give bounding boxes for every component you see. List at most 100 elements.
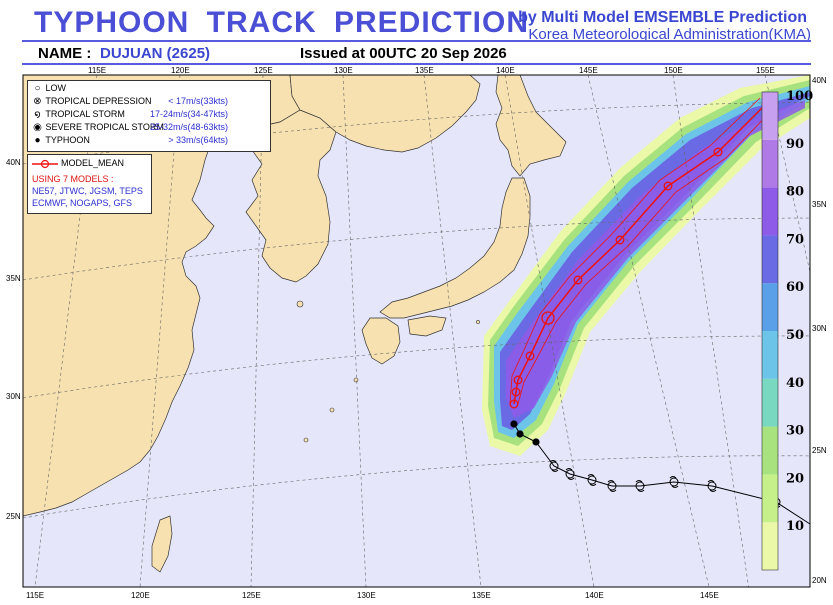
land-hokkaido: [495, 75, 567, 177]
models-list-2: ECMWF, NOGAPS, GFS: [32, 198, 133, 208]
colorbar-label: 50: [786, 328, 804, 343]
land-honshu: [379, 177, 531, 319]
colorbar-label: 80: [786, 185, 804, 200]
colorbar-segment: [762, 474, 778, 523]
storm-point-tail: [565, 468, 575, 480]
bottom-lon-label: 115E: [26, 591, 45, 600]
severe-tropical-storm-icon: ◉: [33, 122, 42, 133]
right-lat-label: 35N: [812, 200, 827, 209]
right-lat-label: 30N: [812, 324, 827, 333]
parallel-line: [23, 335, 810, 399]
land-shikoku: [407, 315, 447, 337]
bottom-lon-label: 130E: [357, 591, 376, 600]
meridian-line: [342, 75, 367, 587]
colorbar-segment: [762, 235, 778, 284]
model-mean-track: [509, 97, 773, 405]
track-line-mean: [513, 103, 767, 405]
header-rule-bottom: [22, 63, 811, 65]
colorbar-segment: [762, 522, 778, 570]
right-lat-label: 25N: [812, 446, 827, 455]
models-list-1: NE57, JTWC, JGSM, TEPS: [32, 186, 143, 196]
typhoon-name: DUJUAN (2625): [100, 45, 211, 62]
bottom-lon-label: 140E: [585, 591, 604, 600]
top-lon-label: 145E: [579, 66, 598, 75]
typhoon-point: [532, 438, 540, 446]
storm-point: [707, 481, 717, 491]
issued-time: Issued at 00UTC 20 Sep 2026: [300, 45, 507, 62]
parallel-line: [23, 217, 810, 281]
colorbar-segment: [762, 378, 778, 427]
land-kyushu: [361, 317, 401, 365]
storm-point: [565, 469, 575, 479]
colorbar-label: 100: [786, 89, 813, 104]
forecast-point: [513, 375, 523, 385]
legend: ○ LOW ⊗ TROPICAL DEPRESSION < 17m/s(33kt…: [27, 80, 271, 152]
typhoon-point: [510, 420, 518, 428]
legend-range-sts: 25-32m/s(48-63kts): [149, 122, 228, 132]
forecast-point: [509, 399, 519, 409]
legend-item-td: ⊗ TROPICAL DEPRESSION: [33, 96, 152, 107]
top-lon-label: 150E: [664, 66, 683, 75]
probability-shading: [482, 75, 810, 456]
storm-point-tail: [669, 476, 679, 488]
storm-point: [549, 461, 559, 471]
meridian-line: [250, 75, 264, 587]
colorbar-label: 90: [786, 137, 804, 152]
tropical-depression-icon: ⊗: [33, 96, 42, 107]
forecast-point: [573, 275, 583, 285]
meridian-line: [672, 75, 749, 587]
storm-point-tail: [707, 480, 717, 492]
header: TYPHOON TRACK PREDICTION by Multi Model …: [0, 0, 833, 70]
island-ryukyu-1: [353, 377, 359, 383]
model-mean-icon: [32, 159, 58, 169]
colorbar-segment: [762, 139, 778, 188]
island-ryukyu-3: [303, 437, 309, 443]
meridian-line: [587, 75, 710, 587]
left-lat-label: 25N: [6, 512, 21, 521]
top-lon-label: 130E: [334, 66, 353, 75]
colorbar-segment: [762, 92, 778, 140]
storm-point-tail: [549, 460, 559, 472]
colorbar-segment: [762, 331, 778, 379]
left-lat-label: 35N: [6, 274, 21, 283]
top-lon-label: 115E: [88, 66, 107, 75]
storm-point: [669, 477, 679, 487]
prob-band-20: [488, 80, 810, 446]
left-lat-label: 30N: [6, 392, 21, 401]
forecast-point: [663, 181, 673, 191]
map-border: [22, 74, 811, 588]
colorbar-label: 20: [786, 471, 804, 486]
track-envelope-right: [517, 109, 773, 405]
colorbar-segment: [762, 283, 778, 331]
meridian-line: [423, 75, 482, 587]
top-lon-label: 135E: [415, 66, 434, 75]
bottom-lon-label: 145E: [700, 591, 719, 600]
page-title: TYPHOON TRACK PREDICTION: [34, 6, 530, 39]
model-mean-label: MODEL_MEAN: [61, 158, 125, 168]
parallel-line: [23, 455, 810, 519]
top-lon-label: 125E: [254, 66, 273, 75]
colorbar-label: 60: [786, 280, 804, 295]
colorbar-label: 70: [786, 232, 804, 247]
probability-colorbar: 100 90 80 70 60 50 40 30 20 10: [761, 89, 813, 571]
header-rule-top: [22, 40, 811, 42]
island-jeju: [296, 300, 304, 308]
models-legend: MODEL_MEAN USING 7 MODELS : NE57, JTWC, …: [27, 154, 152, 214]
typhoon-icon: ●: [34, 135, 41, 146]
forecast-point: [525, 351, 535, 361]
low-icon: ○: [34, 83, 41, 94]
land-korea: [245, 109, 337, 283]
storm-point-tail: [635, 480, 645, 492]
land-russia: [289, 75, 481, 153]
past-points: [510, 420, 781, 508]
legend-item-ty: ● TYPHOON: [32, 134, 89, 146]
storm-point-tail: [587, 474, 597, 486]
bottom-lon-label: 125E: [242, 591, 261, 600]
legend-range-td: < 17m/s(33kts): [168, 96, 228, 106]
land-taiwan: [151, 515, 173, 573]
storm-point: [607, 481, 617, 491]
agency-line-1: by Multi Model EMSEMBLE Prediction: [518, 9, 807, 26]
colorbar-segment: [762, 187, 778, 236]
top-lon-label: 155E: [756, 66, 775, 75]
